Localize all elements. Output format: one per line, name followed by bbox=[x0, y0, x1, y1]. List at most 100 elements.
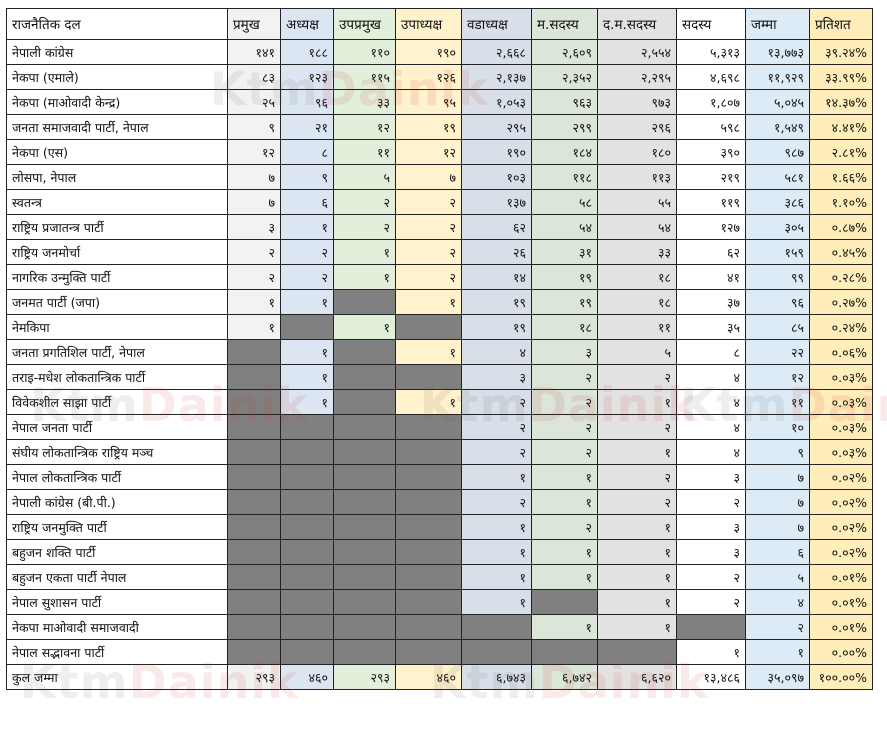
pratishat-cell: ३३.९९% bbox=[809, 64, 873, 90]
wadadhyaksha-cell: २६ bbox=[461, 239, 532, 265]
upapramukh-cell bbox=[333, 439, 396, 465]
upapramukh-cell bbox=[333, 514, 396, 540]
upapramukh-cell bbox=[333, 464, 396, 490]
mahila-sadasya-cell: ११८ bbox=[531, 164, 598, 190]
adhyaksha-cell: १२३ bbox=[280, 64, 334, 90]
party-name-cell: नेपाल सद्भावना पार्टी bbox=[6, 639, 228, 665]
jamma-cell: ९ bbox=[745, 439, 810, 465]
jamma-cell: ३०५ bbox=[745, 214, 810, 240]
pramukh-cell bbox=[227, 339, 281, 365]
wadadhyaksha-cell: १९ bbox=[461, 289, 532, 315]
dalit-mahila-sadasya-cell: १८ bbox=[597, 264, 677, 290]
jamma-cell: २ bbox=[745, 614, 810, 640]
party-name-cell: नागरिक उन्मुक्ति पार्टी bbox=[6, 264, 228, 290]
pratishat-cell: ०.०३% bbox=[809, 439, 873, 465]
party-name-cell: राष्ट्रिय जनमोर्चा bbox=[6, 239, 228, 265]
sadasya-cell: ४ bbox=[676, 389, 746, 415]
jamma-cell: १५९ bbox=[745, 239, 810, 265]
jamma-cell: ६ bbox=[745, 539, 810, 565]
mahila-sadasya-cell: १८४ bbox=[531, 139, 598, 165]
adhyaksha-cell: ९६ bbox=[280, 89, 334, 115]
pratishat-cell: ०.०१% bbox=[809, 614, 873, 640]
pratishat-cell: ०.२८% bbox=[809, 264, 873, 290]
party-name-cell: नेपाल जनता पार्टी bbox=[6, 414, 228, 440]
upapramukh-cell: २ bbox=[333, 214, 396, 240]
table-row: नेपाल लोकतान्त्रिक पार्टी १ १ २ ३ ७ ०.०२% bbox=[6, 464, 873, 490]
table-row: नेपाली कांग्रेस (बी.पी.) २ १ २ २ ७ ०.०२% bbox=[6, 489, 873, 515]
upadhyaksha-cell: १२ bbox=[395, 139, 462, 165]
pramukh-cell bbox=[227, 389, 281, 415]
dalit-mahila-sadasya-cell: ५५ bbox=[597, 189, 677, 215]
upadhyaksha-cell bbox=[395, 314, 462, 340]
pramukh-cell: २ bbox=[227, 239, 281, 265]
adhyaksha-cell: १ bbox=[280, 214, 334, 240]
sadasya-cell: २ bbox=[676, 489, 746, 515]
sadasya-cell: ५,३१३ bbox=[676, 39, 746, 65]
dalit-mahila-sadasya-cell: ११३ bbox=[597, 164, 677, 190]
pratishat-cell: ०.०३% bbox=[809, 389, 873, 415]
upadhyaksha-cell bbox=[395, 514, 462, 540]
sadasya-cell: २ bbox=[676, 589, 746, 615]
upapramukh-cell bbox=[333, 489, 396, 515]
upapramukh-cell bbox=[333, 639, 396, 665]
mahila-sadasya-cell: १ bbox=[531, 489, 598, 515]
adhyaksha-cell bbox=[280, 589, 334, 615]
mahila-sadasya-cell: २ bbox=[531, 364, 598, 390]
table-body: नेपाली कांग्रेस १४१ १८८ ११० १९० २,६६८ २,६०९ २,५… bbox=[6, 39, 873, 690]
header-pratishat: प्रतिशत bbox=[809, 8, 873, 40]
upadhyaksha-cell bbox=[395, 614, 462, 640]
wadadhyaksha-cell: १ bbox=[461, 539, 532, 565]
pramukh-cell bbox=[227, 564, 281, 590]
mahila-sadasya-cell: ३१ bbox=[531, 239, 598, 265]
party-name-cell: बहुजन एकता पार्टी नेपाल bbox=[6, 564, 228, 590]
upapramukh-cell bbox=[333, 539, 396, 565]
jamma-cell: ५८१ bbox=[745, 164, 810, 190]
pramukh-cell: १४१ bbox=[227, 39, 281, 65]
pramukh-cell: १ bbox=[227, 314, 281, 340]
party-name-cell: नेमकिपा bbox=[6, 314, 228, 340]
pratishat-cell: ४.४१% bbox=[809, 114, 873, 140]
table-row: नेकपा माओवादी समाजवादी १ १ २ ०.०१% bbox=[6, 614, 873, 640]
sadasya-cell: ३ bbox=[676, 539, 746, 565]
table-row: जनता प्रगतिशिल पार्टी, नेपाल १ १ ४ ३ ५ ८ २२ ०.०६… bbox=[6, 339, 873, 365]
table-row: तराइ-मधेश लोकतान्त्रिक पार्टी १ ३ २ २ ४ १२ ०.०३… bbox=[6, 364, 873, 390]
adhyaksha-cell: ४६० bbox=[280, 664, 334, 690]
upadhyaksha-cell bbox=[395, 539, 462, 565]
table-row: बहुजन शक्ति पार्टी १ १ १ ३ ६ ०.०२% bbox=[6, 539, 873, 565]
wadadhyaksha-cell: ६,७४३ bbox=[461, 664, 532, 690]
dalit-mahila-sadasya-cell: २ bbox=[597, 489, 677, 515]
upapramukh-cell bbox=[333, 414, 396, 440]
mahila-sadasya-cell: ५४ bbox=[531, 214, 598, 240]
pratishat-cell: ०.०३% bbox=[809, 414, 873, 440]
sadasya-cell: ४१ bbox=[676, 264, 746, 290]
pramukh-cell: १ bbox=[227, 289, 281, 315]
jamma-cell: ५,०४५ bbox=[745, 89, 810, 115]
party-name-cell: संघीय लोकतान्त्रिक राष्ट्रिय मञ्च bbox=[6, 439, 228, 465]
upapramukh-cell: ११ bbox=[333, 139, 396, 165]
upapramukh-cell: १ bbox=[333, 239, 396, 265]
pramukh-cell: ७ bbox=[227, 189, 281, 215]
table-row: राष्ट्रिय जनमुक्ति पार्टी १ २ १ ३ ७ ०.०२% bbox=[6, 514, 873, 540]
upadhyaksha-cell: १ bbox=[395, 289, 462, 315]
mahila-sadasya-cell: २९९ bbox=[531, 114, 598, 140]
table-row: विवेकशील साझा पार्टी १ १ २ २ १ ४ ११ ०.०३% bbox=[6, 389, 873, 415]
party-name-cell: बहुजन शक्ति पार्टी bbox=[6, 539, 228, 565]
adhyaksha-cell: २ bbox=[280, 264, 334, 290]
upadhyaksha-cell: १ bbox=[395, 389, 462, 415]
jamma-cell: ९८७ bbox=[745, 139, 810, 165]
mahila-sadasya-cell: ९६३ bbox=[531, 89, 598, 115]
jamma-cell: ३८६ bbox=[745, 189, 810, 215]
sadasya-cell: ३७ bbox=[676, 289, 746, 315]
pratishat-cell: १.१०% bbox=[809, 189, 873, 215]
upadhyaksha-cell: २ bbox=[395, 239, 462, 265]
table-row: संघीय लोकतान्त्रिक राष्ट्रिय मञ्च २ २ १ ४ ९ ०.… bbox=[6, 439, 873, 465]
total-row: कुल जम्मा २९३ ४६० २९३ ४६० ६,७४३ ६,७४२ ६,६२० १३,४… bbox=[6, 664, 873, 690]
table-row: राष्ट्रिय जनमोर्चा २ २ १ २ २६ ३१ ३३ ६२ १५९ ०.४५% bbox=[6, 239, 873, 265]
upapramukh-cell: ११० bbox=[333, 39, 396, 65]
upadhyaksha-cell: २ bbox=[395, 189, 462, 215]
upapramukh-cell: ३३ bbox=[333, 89, 396, 115]
adhyaksha-cell bbox=[280, 539, 334, 565]
jamma-cell: १२ bbox=[745, 364, 810, 390]
header-adhyaksha: अध्यक्ष bbox=[280, 8, 334, 40]
pramukh-cell bbox=[227, 614, 281, 640]
